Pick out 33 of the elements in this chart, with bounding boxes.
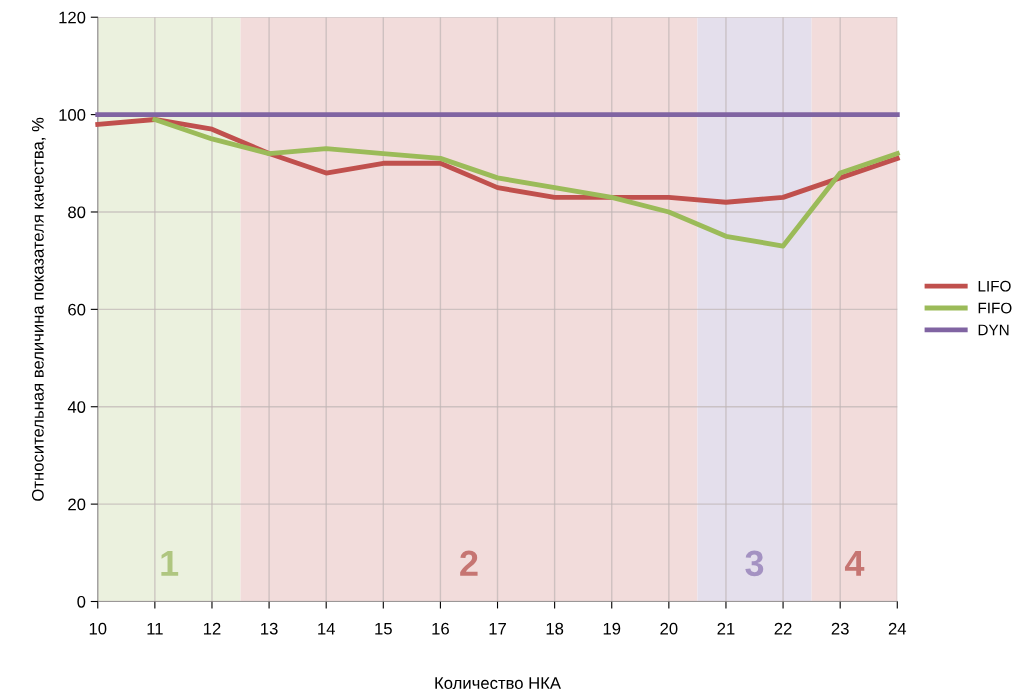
x-tick-label: 14 (318, 622, 335, 635)
x-tick-label: 20 (660, 622, 678, 635)
x-tick-label: 16 (432, 622, 449, 635)
x-tick-label: 10 (89, 622, 107, 635)
legend-label: DYN (978, 324, 1009, 336)
x-tick-label: 15 (375, 622, 392, 635)
x-tick-label: 12 (203, 622, 221, 635)
y-tick-label: 20 (68, 498, 86, 511)
legend-label: FIFO (978, 302, 1012, 314)
band-label: 3 (745, 550, 764, 577)
y-tick-label: 120 (59, 11, 86, 24)
band-label: 2 (460, 550, 478, 576)
line-series (152, 117, 900, 249)
y-tick-label: 80 (68, 206, 86, 219)
x-tick-label: 22 (774, 622, 792, 635)
line-series (95, 117, 900, 205)
x-tick-label: 18 (546, 622, 564, 635)
legend-label: LIFO (978, 280, 1011, 292)
x-tick-label: 13 (261, 622, 278, 635)
x-tick-label: 11 (147, 622, 163, 635)
band-label: 4 (844, 550, 865, 576)
x-tick-label: 17 (489, 622, 506, 635)
band-label: 1 (161, 550, 179, 576)
x-tick-label: 24 (888, 622, 907, 635)
x-tick-label: 23 (831, 622, 849, 635)
y-axis-title: Относительная величина показателя качества, % (31, 117, 46, 501)
x-tick-label: 19 (603, 622, 621, 635)
y-tick-label: 60 (68, 303, 86, 316)
x-axis-title: Количество НКА (435, 677, 561, 689)
y-tick-label: 40 (67, 401, 86, 413)
y-tick-label: 0 (77, 595, 86, 608)
x-tick-label: 21 (717, 622, 735, 635)
y-tick-label: 100 (59, 109, 86, 121)
